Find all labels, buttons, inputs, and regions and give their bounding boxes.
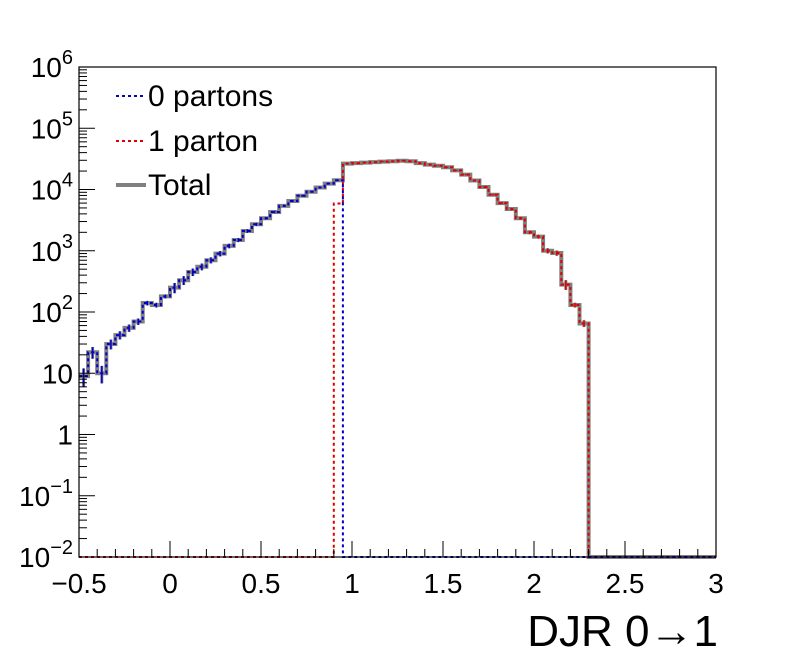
x-tick-label: 0: [162, 568, 178, 599]
x-tick-label: 2.5: [606, 568, 645, 599]
y-tick-label: 105: [31, 108, 73, 144]
x-tick-label: 1: [344, 568, 360, 599]
y-tick-label: 10−2: [19, 537, 73, 573]
x-tick-label: 3: [708, 568, 724, 599]
x-tick-label: 0.5: [242, 568, 281, 599]
y-tick-label: 106: [31, 47, 73, 83]
x-tick-label: 1.5: [424, 568, 463, 599]
y-tick-label: 10: [42, 358, 73, 389]
y-tick-label: 102: [31, 292, 73, 328]
x-axis: −0.5 0 0.5 1 1.5 2 2.5 3: [51, 541, 724, 599]
x-tick-label: 2: [526, 568, 542, 599]
legend-label: 1 parton: [148, 125, 258, 158]
y-tick-label: 1: [57, 420, 73, 451]
legend-label: 0 partons: [148, 80, 273, 113]
legend: 0 partons 1 parton Total: [116, 80, 273, 202]
y-tick-label: 10−1: [19, 476, 73, 512]
y-tick-label: 104: [31, 170, 73, 206]
legend-label: Total: [148, 169, 211, 202]
y-axis: 10−2 10−1 1 10 102 103 104 105 106: [19, 47, 95, 573]
x-tick-label: −0.5: [51, 568, 106, 599]
y-tick-label: 103: [31, 231, 73, 267]
x-axis-title: DJR 0→1: [527, 607, 718, 656]
